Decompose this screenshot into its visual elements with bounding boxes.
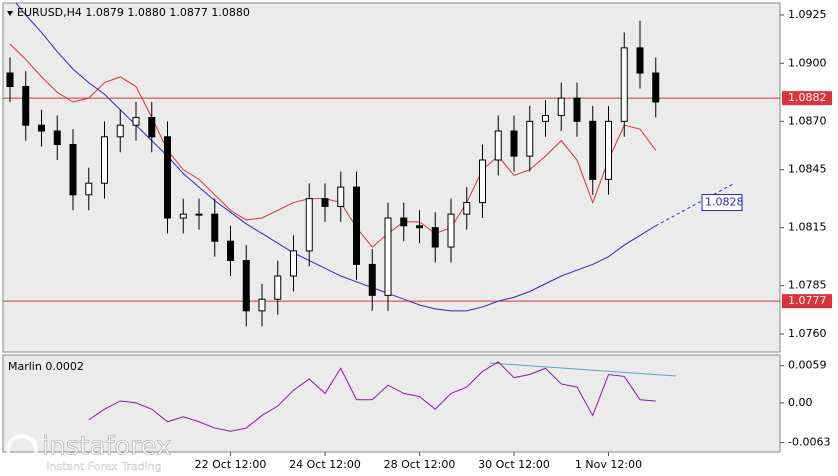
y-tick-label: 1.0900 <box>788 56 827 69</box>
candle-body <box>6 72 14 88</box>
candle-body <box>479 159 486 204</box>
candle-body <box>258 298 266 312</box>
menu-arrow <box>7 11 13 16</box>
candle-body <box>557 97 565 117</box>
oscillator-line <box>88 361 656 432</box>
candle-body <box>416 225 423 229</box>
candle-body <box>589 120 597 180</box>
candle-body <box>384 217 392 296</box>
candle-body <box>573 97 581 122</box>
candle-body <box>101 136 108 184</box>
candle-body <box>353 186 360 265</box>
candle-body <box>290 250 297 277</box>
y-tick-label: 0.00 <box>788 396 813 409</box>
candle-body <box>431 227 439 248</box>
brand: instaforex <box>42 432 171 462</box>
candle-body <box>620 47 628 122</box>
candle-body <box>132 116 140 126</box>
level-label: 1.0777 <box>788 294 827 307</box>
candle-body <box>164 136 171 219</box>
candle-body <box>22 86 30 126</box>
candle-body <box>179 213 187 219</box>
y-tick-label: 1.0870 <box>788 114 827 127</box>
candle-body <box>53 130 61 146</box>
moving-average <box>9 43 657 248</box>
candle-body <box>368 263 376 296</box>
chart-title: EURUSD,H4 1.0879 1.0880 1.0877 1.0880 <box>17 6 250 19</box>
candle-body <box>447 213 455 248</box>
candle-body <box>605 120 612 180</box>
candle-body <box>116 124 124 138</box>
candle-body <box>400 217 408 227</box>
y-tick-label: -0.0063 <box>788 436 830 449</box>
candle-body <box>494 130 502 161</box>
candle-body <box>321 198 329 207</box>
candle-body <box>463 202 471 215</box>
y-tick-label: 1.0845 <box>788 163 827 176</box>
marker-box <box>701 194 743 212</box>
x-tick-label: 22 Oct 12:00 <box>195 458 267 471</box>
candle-body <box>211 213 219 242</box>
price-plot: 1.0828 <box>3 3 780 327</box>
candle-body <box>242 260 250 312</box>
moving-average <box>15 3 657 312</box>
x-tick-label: 24 Oct 12:00 <box>289 458 361 471</box>
candle-body <box>542 115 549 122</box>
candle-body <box>652 72 660 103</box>
candle-body <box>510 130 518 157</box>
watermark: instaforex Instant Forex Trading <box>6 431 172 473</box>
divergence-line <box>489 362 677 377</box>
y-tick-label: 1.0785 <box>788 279 827 292</box>
candle-body <box>337 186 345 207</box>
x-tick-label: 1 Nov 12:00 <box>575 458 642 471</box>
y-tick-label: 1.0815 <box>788 221 827 234</box>
price-panel <box>2 2 781 353</box>
candle-body <box>526 120 534 157</box>
marker-label: 1.0828 <box>705 196 744 209</box>
axes: 1.0925 1.0900 1.0870 1.0845 1.0815 1.0785 1.07… <box>195 8 832 471</box>
candle-body <box>305 198 313 252</box>
candle-body <box>85 182 93 196</box>
x-tick-label: 30 Oct 12:00 <box>478 458 550 471</box>
level-label-box <box>782 91 832 106</box>
tagline: Instant Forex Trading <box>46 460 162 473</box>
candle-body <box>148 116 156 138</box>
x-tick-label: 28 Oct 12:00 <box>384 458 456 471</box>
candle-body <box>274 275 282 300</box>
candle-body <box>195 213 203 216</box>
indicator-panel <box>2 354 781 453</box>
level-label-box <box>782 294 832 309</box>
candle-body <box>69 144 77 196</box>
y-tick-label: 0.0059 <box>788 359 827 372</box>
indicator-title: Marlin 0.0002 <box>8 360 84 373</box>
y-tick-label: 1.0925 <box>788 8 827 21</box>
candle-body <box>227 240 234 262</box>
y-tick-label: 1.0760 <box>788 327 827 340</box>
indicator-plot <box>88 361 677 432</box>
candle-body <box>636 47 644 74</box>
level-label: 1.0882 <box>788 91 827 104</box>
logo <box>6 434 38 466</box>
candle-body <box>38 124 45 132</box>
